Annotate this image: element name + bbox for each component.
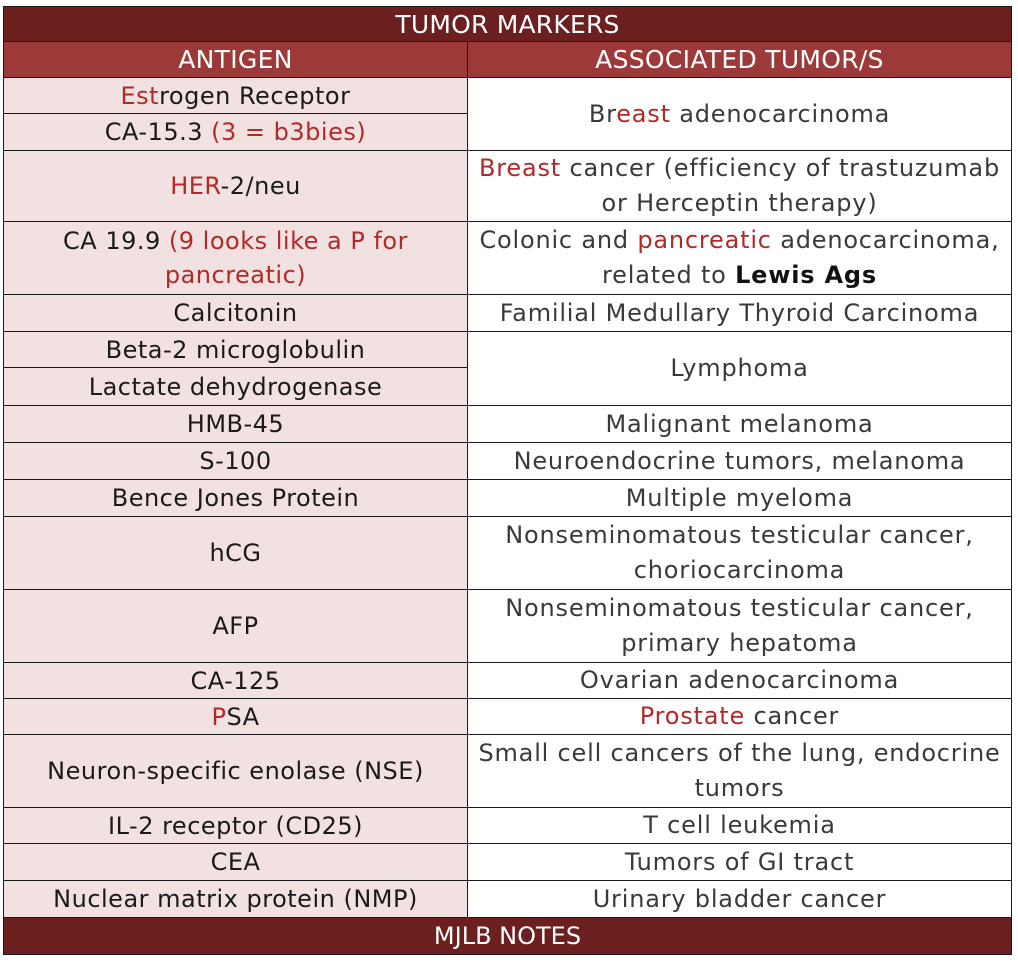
table-row: Bence Jones Protein Multiple myeloma [3, 479, 1012, 517]
tumor-cell: Familial Medullary Thyroid Carcinoma [467, 294, 1012, 332]
tumor-cell: Malignant melanoma [467, 405, 1012, 443]
antigen-cell: Beta-2 microglobulin [3, 331, 468, 368]
cell-text: CA 19.9 [63, 227, 169, 255]
tumor-cell: Breast adenocarcinoma [467, 77, 1012, 151]
table-row: hCG Nonseminomatous testicular cancer, c… [3, 516, 1012, 590]
cell-text: -2/neu [220, 172, 301, 200]
antigen-cell: Estrogen Receptor [3, 77, 468, 114]
highlight-text: Prostate [639, 702, 746, 730]
antigen-cell: Neuron-specific enolase (NSE) [3, 734, 468, 808]
cell-text: adenocarcinoma, related to [602, 226, 1000, 289]
cell-text: Br [588, 99, 617, 128]
antigen-cell: HMB-45 [3, 405, 468, 443]
table-row: CA 19.9 (9 looks like a P for pancreatic… [3, 221, 1012, 295]
antigen-cell: AFP [3, 589, 468, 663]
cell-text: cancer (efficiency of trastuzumab or Her… [561, 154, 1000, 217]
table-row: IL-2 receptor (CD25) T cell leukemia [3, 807, 1012, 844]
cell-text: adenocarcinoma [670, 99, 891, 128]
table-row: Beta-2 microglobulin Lymphoma [3, 331, 1012, 406]
antigen-cell: Bence Jones Protein [3, 479, 468, 517]
tumor-cell: Breast cancer (efficiency of trastuzumab… [467, 150, 1012, 222]
antigen-cell: IL-2 receptor (CD25) [3, 807, 468, 844]
cell-text: CA-15.3 [104, 118, 212, 146]
table-row: PSA Prostate cancer [3, 698, 1012, 735]
antigen-cell: CA 19.9 (9 looks like a P for pancreatic… [3, 221, 468, 295]
table-row: HMB-45 Malignant melanoma [3, 405, 1012, 443]
table-row: HER-2/neu Breast cancer (efficiency of t… [3, 150, 1012, 222]
tumor-cell: Lymphoma [467, 331, 1012, 406]
tumor-cell: Neuroendocrine tumors, melanoma [467, 442, 1012, 480]
tumor-cell: Urinary bladder cancer [467, 880, 1012, 918]
antigen-cell: Nuclear matrix protein (NMP) [3, 880, 468, 918]
antigen-cell: HER-2/neu [3, 150, 468, 222]
table-row: Neuron-specific enolase (NSE) Small cell… [3, 734, 1012, 808]
antigen-cell: S-100 [3, 442, 468, 480]
tumor-markers-table: TUMOR MARKERS ANTIGEN ASSOCIATED TUMOR/S… [3, 6, 1012, 955]
highlight-text: (9 looks like a P for pancreatic) [164, 227, 408, 289]
table-row: S-100 Neuroendocrine tumors, melanoma [3, 442, 1012, 480]
highlight-text: HER [170, 172, 221, 200]
table-row: CA-125 Ovarian adenocarcinoma [3, 662, 1012, 699]
tumor-cell: T cell leukemia [467, 807, 1012, 844]
header-row: ANTIGEN ASSOCIATED TUMOR/S [3, 41, 1012, 78]
highlight-text: P [211, 702, 227, 731]
tumor-cell: Tumors of GI tract [467, 843, 1012, 881]
table-row: CEA Tumors of GI tract [3, 843, 1012, 881]
table-title: TUMOR MARKERS [3, 6, 1012, 42]
emphasis-text: Lewis Ags [735, 261, 877, 289]
antigen-cell: hCG [3, 516, 468, 590]
antigen-header: ANTIGEN [3, 41, 468, 78]
table-row: CA-15.3 (3 = b3bies) [3, 113, 1012, 151]
tumor-cell: Small cell cancers of the lung, endocrin… [467, 734, 1012, 808]
tumor-cell: Nonseminomatous testicular cancer, prima… [467, 589, 1012, 663]
antigen-cell: Calcitonin [3, 294, 468, 332]
antigen-cell: PSA [3, 698, 468, 735]
table-row: Estrogen Receptor Breast adenocarcinoma [3, 77, 1012, 151]
title-row: TUMOR MARKERS [3, 6, 1012, 42]
highlight-text: east [616, 99, 671, 128]
table-row: AFP Nonseminomatous testicular cancer, p… [3, 589, 1012, 663]
cell-text: cancer [745, 702, 840, 730]
table-row: Lactate dehydrogenase [3, 367, 1012, 406]
tumors-header: ASSOCIATED TUMOR/S [467, 41, 1012, 78]
antigen-cell: CA-125 [3, 662, 468, 699]
antigen-cell: Lactate dehydrogenase [3, 367, 468, 406]
cell-text: Colonic and [479, 226, 638, 254]
cell-text: rogen Receptor [159, 81, 351, 110]
tumor-cell: Colonic and pancreatic adenocarcinoma, r… [467, 221, 1012, 295]
tumor-cell: Ovarian adenocarcinoma [467, 662, 1012, 699]
antigen-cell: CEA [3, 843, 468, 881]
tumor-cell: Multiple myeloma [467, 479, 1012, 517]
table-row: Calcitonin Familial Medullary Thyroid Ca… [3, 294, 1012, 332]
cell-text: SA [226, 702, 260, 731]
tumor-cell: Prostate cancer [467, 698, 1012, 735]
footer-row: MJLB NOTES [3, 917, 1012, 955]
highlight-text: pancreatic [637, 226, 772, 254]
footer-text: MJLB NOTES [3, 917, 1012, 955]
table-row: Nuclear matrix protein (NMP) Urinary bla… [3, 880, 1012, 918]
tumor-cell: Nonseminomatous testicular cancer, chori… [467, 516, 1012, 590]
highlight-text: (3 = b3bies) [211, 118, 367, 146]
highlight-text: Breast [479, 154, 562, 182]
highlight-text: Est [120, 81, 160, 110]
antigen-cell: CA-15.3 (3 = b3bies) [3, 113, 468, 151]
